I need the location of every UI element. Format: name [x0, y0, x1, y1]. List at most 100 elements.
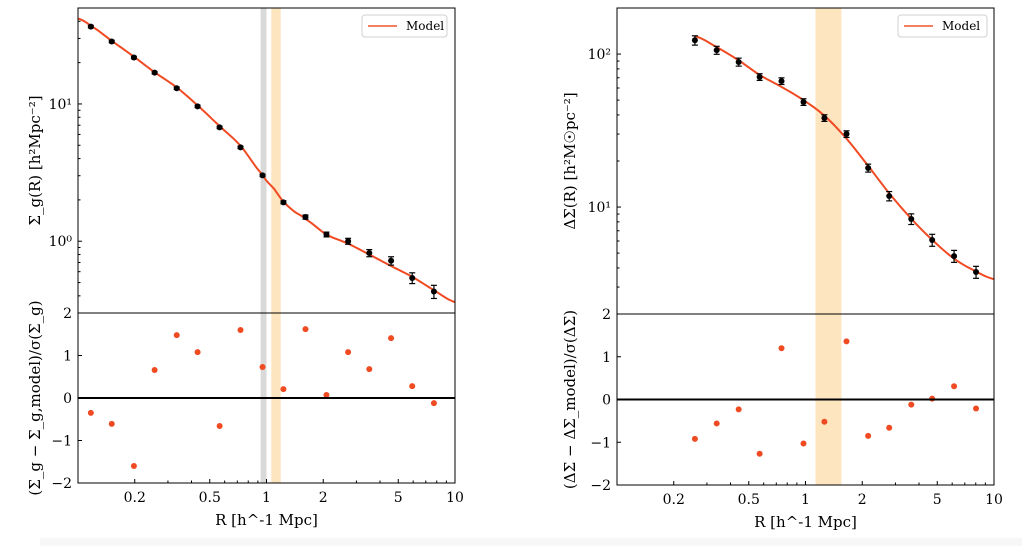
data-point [280, 199, 287, 206]
left-data-points [87, 23, 437, 300]
data-point [908, 213, 915, 226]
residual-point [388, 335, 395, 342]
data-marker [951, 253, 958, 260]
data-point [929, 233, 936, 247]
data-marker [237, 144, 244, 151]
right-panel: 0.2 0.5 1 2 5 10 10¹ 10² −2 −1 0 1 2 Model ΔΣ(R) [h²… [561, 7, 1003, 531]
residual-point [886, 424, 893, 431]
residual-point [345, 349, 352, 356]
residual-point [778, 345, 785, 352]
data-marker [323, 231, 330, 238]
residual-point [130, 463, 137, 469]
data-marker [908, 215, 915, 222]
data-point [259, 172, 266, 179]
x-tick-label: 10 [985, 492, 1003, 508]
residual-point [843, 338, 850, 345]
residual-point [194, 349, 201, 356]
data-marker [259, 172, 266, 179]
x-tick-label: 5 [394, 490, 403, 506]
residual-point [973, 405, 980, 412]
data-point [173, 85, 180, 92]
right-legend: Model [897, 14, 988, 38]
y-tick-label: 1 [63, 349, 72, 365]
x-tick-label: 1 [801, 492, 810, 508]
data-point [366, 248, 373, 258]
data-marker [929, 237, 936, 244]
data-marker [735, 59, 742, 66]
x-tick-label: 0.5 [199, 490, 221, 506]
data-marker [216, 124, 223, 131]
model-curve [77, 17, 456, 304]
data-point [951, 249, 958, 263]
data-point [237, 144, 244, 151]
data-marker [756, 74, 763, 81]
y-tick-label: 0 [602, 393, 611, 409]
left-residual-points [87, 326, 437, 469]
residual-point [173, 332, 180, 339]
data-point [108, 38, 115, 45]
left-legend: Model [361, 14, 448, 38]
x-tick-label: 0.2 [124, 490, 146, 506]
residual-point [756, 450, 763, 457]
data-point [216, 124, 223, 131]
data-point [323, 231, 330, 238]
residual-point [302, 326, 309, 333]
data-point [713, 45, 720, 55]
right-axes [616, 7, 995, 486]
data-point [973, 265, 980, 279]
right-bottom-ylabel: (ΔΣ − ΔΣ_model)/σ(ΔΣ) [561, 310, 579, 489]
bottom-strip [40, 538, 1022, 546]
data-point [87, 23, 94, 30]
left-top-ylabel: Σ_g(R) [h²Mpc⁻²] [26, 95, 44, 225]
residual-point [821, 418, 828, 425]
residual-point [151, 366, 158, 373]
model-curve [694, 35, 995, 281]
y-tick-label: 10⁰ [49, 234, 73, 250]
residual-point [409, 383, 416, 390]
data-point [409, 272, 416, 285]
x-tick-label: 2 [319, 490, 328, 506]
data-point [691, 35, 698, 46]
right-tick-labels: 0.2 0.5 1 2 5 10 10¹ 10² −2 −1 0 1 2 [588, 47, 1003, 508]
data-marker [388, 257, 395, 264]
y-tick-label: 1 [602, 350, 611, 366]
data-marker [800, 99, 807, 106]
residual-point [323, 392, 330, 399]
gray-band [260, 8, 267, 313]
data-point [886, 190, 893, 202]
data-marker [130, 54, 137, 61]
data-marker [778, 78, 785, 85]
residual-point [108, 420, 115, 427]
data-point [843, 130, 850, 139]
right-top-bands [815, 8, 842, 314]
residual-point [216, 423, 223, 430]
x-tick-label: 10 [446, 490, 464, 506]
residual-point [87, 409, 94, 416]
y-tick-label: −1 [51, 434, 72, 450]
data-point [151, 69, 158, 76]
right-xlabel: R [h^-1 Mpc] [754, 513, 857, 531]
data-point [345, 237, 352, 245]
data-marker [713, 47, 720, 54]
data-point [194, 103, 201, 110]
data-point [800, 98, 807, 107]
residual-point [280, 386, 287, 393]
left-bottom-ylabel: (Σ_g − Σ_g,model)/σ(Σ_g) [26, 300, 44, 495]
data-point [735, 57, 742, 67]
residual-point [865, 432, 872, 439]
y-tick-label: 2 [602, 307, 611, 323]
data-marker [821, 115, 828, 122]
y-tick-label: −2 [590, 478, 611, 494]
residual-point [430, 400, 437, 407]
legend-box [897, 14, 988, 38]
data-marker [865, 165, 872, 172]
data-point [778, 77, 785, 86]
y-tick-label: −1 [590, 435, 611, 451]
x-tick-label: 0.5 [738, 492, 760, 508]
residual-point [908, 401, 915, 408]
y-tick-label: −2 [51, 476, 72, 492]
left-model-line [77, 17, 456, 304]
data-point [130, 54, 137, 61]
orange-band [271, 8, 281, 313]
